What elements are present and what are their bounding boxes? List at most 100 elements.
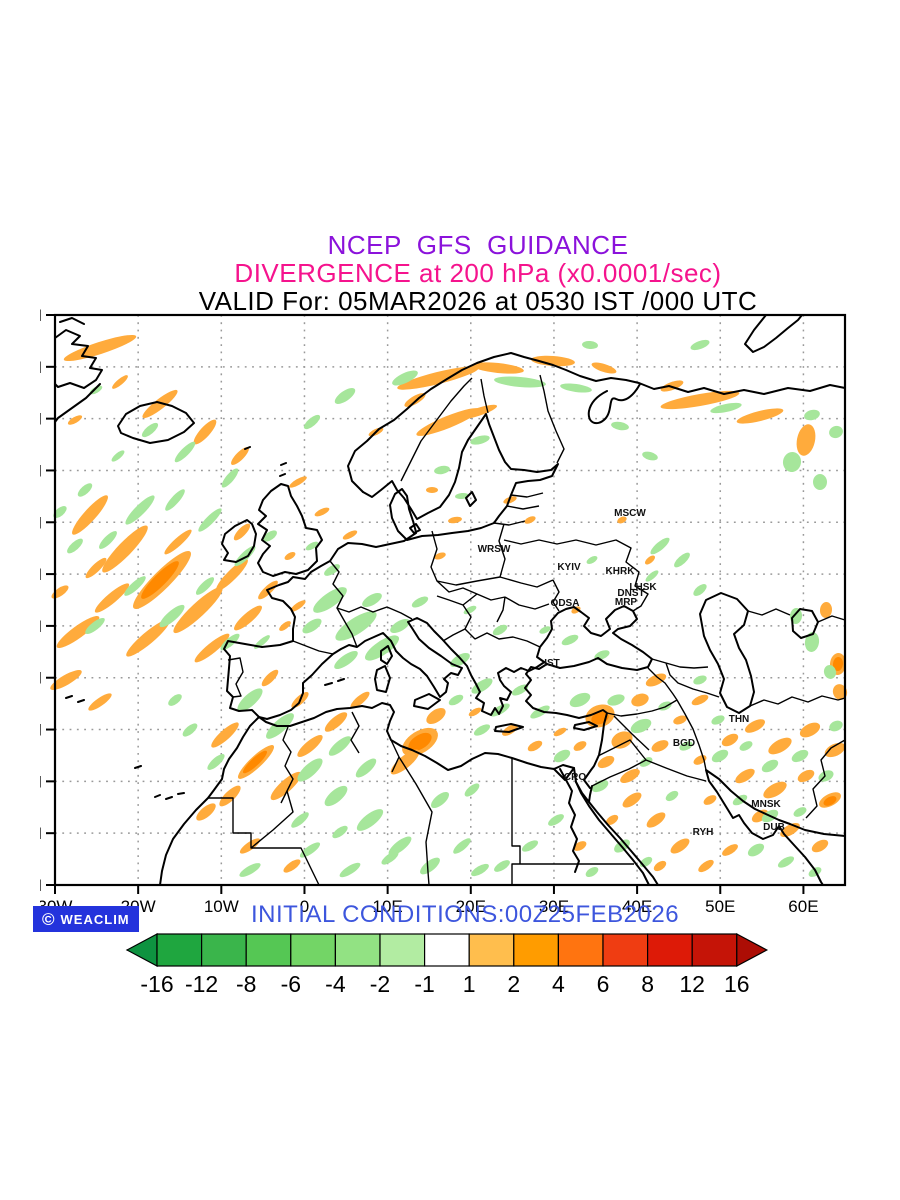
divergence-blob bbox=[813, 474, 827, 490]
city-label-mscw: MSCW bbox=[614, 508, 646, 519]
lat-label: 45N bbox=[40, 617, 42, 636]
divergence-blob bbox=[829, 425, 843, 439]
islands-small bbox=[65, 678, 345, 800]
divergence-blob bbox=[763, 781, 787, 799]
divergence-blob bbox=[464, 783, 480, 797]
divergence-blob bbox=[722, 844, 738, 856]
divergence-blob bbox=[573, 741, 587, 751]
coast-aral bbox=[791, 608, 819, 639]
divergence-blob bbox=[102, 525, 148, 573]
initial-conditions-text: INITIAL CONDITIONS:00Z25FEB2026 bbox=[250, 901, 680, 928]
lat-label: 50N bbox=[40, 565, 42, 584]
divergence-blob bbox=[284, 552, 296, 560]
divergence-blob bbox=[334, 650, 358, 670]
colorbar-tick-label: 16 bbox=[724, 971, 750, 997]
divergence-blob bbox=[799, 722, 821, 738]
colorbar-tick-label: 2 bbox=[507, 971, 520, 997]
divergence-blob bbox=[492, 624, 508, 636]
lat-label: 30N bbox=[40, 772, 42, 791]
divergence-blob bbox=[51, 585, 69, 599]
divergence-blob bbox=[777, 856, 795, 868]
divergence-blob bbox=[67, 538, 83, 554]
divergence-blob bbox=[739, 741, 753, 751]
divergence-blob bbox=[611, 421, 629, 431]
city-label-lhsk: LHSK bbox=[629, 582, 657, 593]
divergence-blob bbox=[524, 516, 536, 524]
river-nile bbox=[553, 767, 580, 873]
divergence-blob bbox=[690, 339, 710, 351]
city-label-dnst: DNST bbox=[617, 588, 644, 599]
colorbar-segment bbox=[245, 933, 292, 967]
divergence-blob bbox=[622, 792, 642, 808]
divergence-blob bbox=[237, 688, 263, 712]
divergence-blob bbox=[473, 724, 491, 736]
coast-novaya-zemlya bbox=[744, 314, 803, 353]
colorbar-segment bbox=[334, 933, 381, 967]
lat-label: 65N bbox=[40, 410, 42, 429]
divergence-blob bbox=[639, 757, 653, 767]
divergence-blob bbox=[305, 541, 319, 551]
divergence-blob bbox=[420, 857, 440, 875]
colorbar-tick-label: -6 bbox=[281, 971, 301, 997]
divergence-blob bbox=[651, 740, 669, 752]
divergence-blob bbox=[721, 733, 739, 747]
divergence-blob bbox=[270, 771, 302, 801]
divergence-blob bbox=[630, 718, 652, 734]
divergence-blob bbox=[553, 749, 571, 763]
country-borders bbox=[208, 374, 846, 886]
island-sardinia bbox=[374, 665, 391, 693]
divergence-blob bbox=[126, 619, 170, 657]
divergence-blob bbox=[290, 600, 306, 612]
divergence-blob bbox=[453, 838, 471, 854]
divergence-blob bbox=[332, 825, 348, 839]
divergence-blob bbox=[125, 495, 155, 525]
colorbar-arrow-right bbox=[736, 933, 769, 967]
divergence-blob bbox=[72, 495, 108, 535]
colorbar-segment bbox=[468, 933, 515, 967]
divergence-blob bbox=[832, 657, 844, 671]
colorbar-tick-label: 6 bbox=[597, 971, 610, 997]
divergence-blob bbox=[299, 842, 321, 858]
divergence-blob bbox=[620, 769, 640, 783]
copyright-icon: © bbox=[42, 909, 56, 929]
divergence-blob bbox=[470, 435, 490, 445]
colorbar-tick-label: -4 bbox=[325, 971, 346, 997]
divergence-blob bbox=[585, 866, 599, 878]
divergence-blob bbox=[362, 593, 382, 607]
lat-label: 40N bbox=[40, 669, 42, 688]
divergence-blob bbox=[388, 836, 412, 856]
divergence-blob bbox=[472, 362, 524, 374]
divergence-blob bbox=[142, 389, 178, 419]
divergence-blob bbox=[430, 791, 450, 809]
divergence-blob bbox=[631, 693, 649, 707]
divergence-blob bbox=[207, 754, 225, 770]
divergence-blob bbox=[553, 727, 567, 737]
colorbar-segment bbox=[513, 933, 559, 967]
coast-greenland bbox=[54, 317, 103, 423]
divergence-blob bbox=[124, 576, 146, 596]
divergence-blob bbox=[99, 531, 117, 549]
divergence-blob bbox=[174, 441, 196, 463]
divergence-blob bbox=[85, 557, 107, 579]
coast-iceland bbox=[117, 401, 195, 444]
divergence-blob bbox=[342, 530, 358, 540]
islands-north-atlantic bbox=[244, 446, 287, 477]
divergence-blob bbox=[691, 694, 709, 706]
city-label-ist: IST bbox=[544, 658, 560, 669]
divergence-blob bbox=[303, 414, 321, 430]
divergence-blob bbox=[216, 559, 248, 591]
divergence-blob bbox=[279, 621, 291, 631]
divergence-blob bbox=[448, 516, 462, 524]
colorbar-segment bbox=[200, 933, 247, 967]
lon-label: 10E bbox=[373, 897, 403, 915]
coast-west-europe-med bbox=[223, 532, 544, 720]
divergence-blob bbox=[823, 796, 837, 806]
divergence-blob bbox=[670, 838, 690, 854]
divergence-blob bbox=[650, 537, 670, 555]
colorbar-segment bbox=[646, 933, 693, 967]
divergence-blob bbox=[658, 701, 672, 711]
city-label-dub: DUB bbox=[763, 822, 785, 833]
divergence-blob bbox=[698, 859, 714, 873]
lat-label: 70N bbox=[40, 358, 42, 377]
divergence-blob bbox=[471, 678, 493, 694]
